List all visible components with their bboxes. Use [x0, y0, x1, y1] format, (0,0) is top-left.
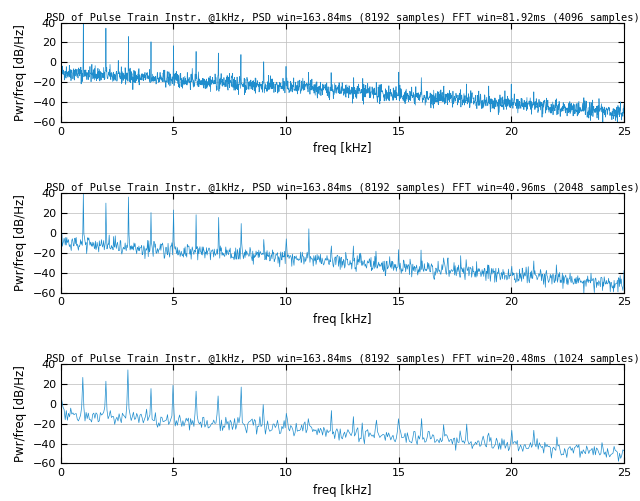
- X-axis label: freq [kHz]: freq [kHz]: [313, 484, 372, 497]
- X-axis label: freq [kHz]: freq [kHz]: [313, 142, 372, 155]
- X-axis label: freq [kHz]: freq [kHz]: [313, 313, 372, 326]
- Title: PSD of Pulse Train Instr. @1kHz, PSD_win=163.84ms (8192 samples) FFT_win=40.96ms: PSD of Pulse Train Instr. @1kHz, PSD_win…: [45, 182, 639, 193]
- Y-axis label: Pwr/freq [dB/Hz]: Pwr/freq [dB/Hz]: [14, 365, 27, 462]
- Title: PSD of Pulse Train Instr. @1kHz, PSD_win=163.84ms (8192 samples) FFT_win=20.48ms: PSD of Pulse Train Instr. @1kHz, PSD_win…: [45, 353, 639, 364]
- Y-axis label: Pwr/freq [dB/Hz]: Pwr/freq [dB/Hz]: [14, 24, 27, 121]
- Title: PSD of Pulse Train Instr. @1kHz, PSD_win=163.84ms (8192 samples) FFT_win=81.92ms: PSD of Pulse Train Instr. @1kHz, PSD_win…: [45, 12, 639, 23]
- Y-axis label: Pwr/freq [dB/Hz]: Pwr/freq [dB/Hz]: [14, 194, 27, 292]
